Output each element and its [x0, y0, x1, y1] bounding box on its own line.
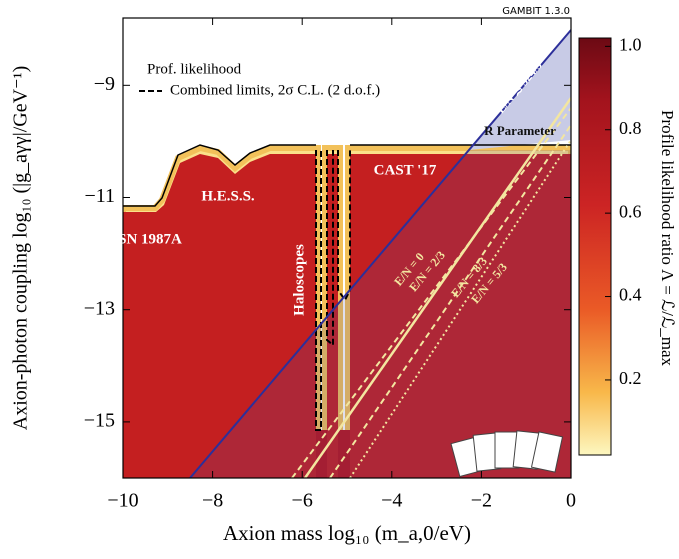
annotation: CAST '17: [374, 162, 437, 178]
allowed-gap: [316, 430, 350, 478]
x-tick-label: −6: [292, 490, 313, 512]
annotation: SN 1987A: [118, 231, 182, 247]
model-line-23: [303, 97, 571, 478]
model-line-83: [329, 124, 571, 478]
y-tick-label: −9: [94, 73, 115, 95]
excluded-region: [123, 154, 571, 478]
contour-line: [123, 144, 571, 207]
y-axis-label: Axion-photon coupling log₁₀ (|g_aγγ|/GeV…: [10, 66, 32, 430]
colorbar-tick-label: 0.4: [619, 285, 642, 305]
annotation: Haloscopes: [291, 244, 307, 316]
haloscope-contours: [315, 150, 351, 431]
colorbar-tick-label: 1.0: [619, 34, 642, 54]
x-tick-label: −2: [471, 490, 492, 512]
colorbar-label: Profile likelihood ratio Λ = ℒ/ℒ_max: [658, 110, 677, 367]
model-line-upper: [189, 29, 571, 478]
model-line-53: [349, 139, 571, 478]
colorbar-tick-label: 0.2: [619, 368, 642, 388]
y-tick-label: −11: [84, 185, 115, 207]
plot-regions: [123, 29, 571, 478]
legend-entry: Combined limits, 2σ C.L. (2 d.o.f.): [170, 82, 380, 98]
cards-logo: [450, 430, 564, 478]
x-axis-label: Axion mass log₁₀ (m_a,0/eV): [223, 521, 471, 545]
model-line-0: [291, 107, 571, 478]
annotation: H.E.S.S.: [201, 188, 255, 204]
badge: GAMBIT 1.3.0: [502, 6, 570, 17]
colorbar-tick-label: 0.8: [619, 118, 642, 138]
x-tick-label: −10: [107, 490, 138, 512]
colorbar-tick-label: 0.6: [619, 201, 642, 221]
y-tick-label: −15: [84, 409, 115, 431]
x-tick-label: 0: [566, 490, 576, 512]
plot-frame: [122, 17, 572, 479]
colorbar: [578, 37, 612, 456]
annotation: R Parameter: [484, 123, 556, 138]
legend-entry: Prof. likelihood: [147, 61, 242, 77]
y-tick-label: −13: [84, 297, 115, 319]
x-tick-label: −4: [381, 490, 402, 512]
x-tick-label: −8: [202, 490, 223, 512]
